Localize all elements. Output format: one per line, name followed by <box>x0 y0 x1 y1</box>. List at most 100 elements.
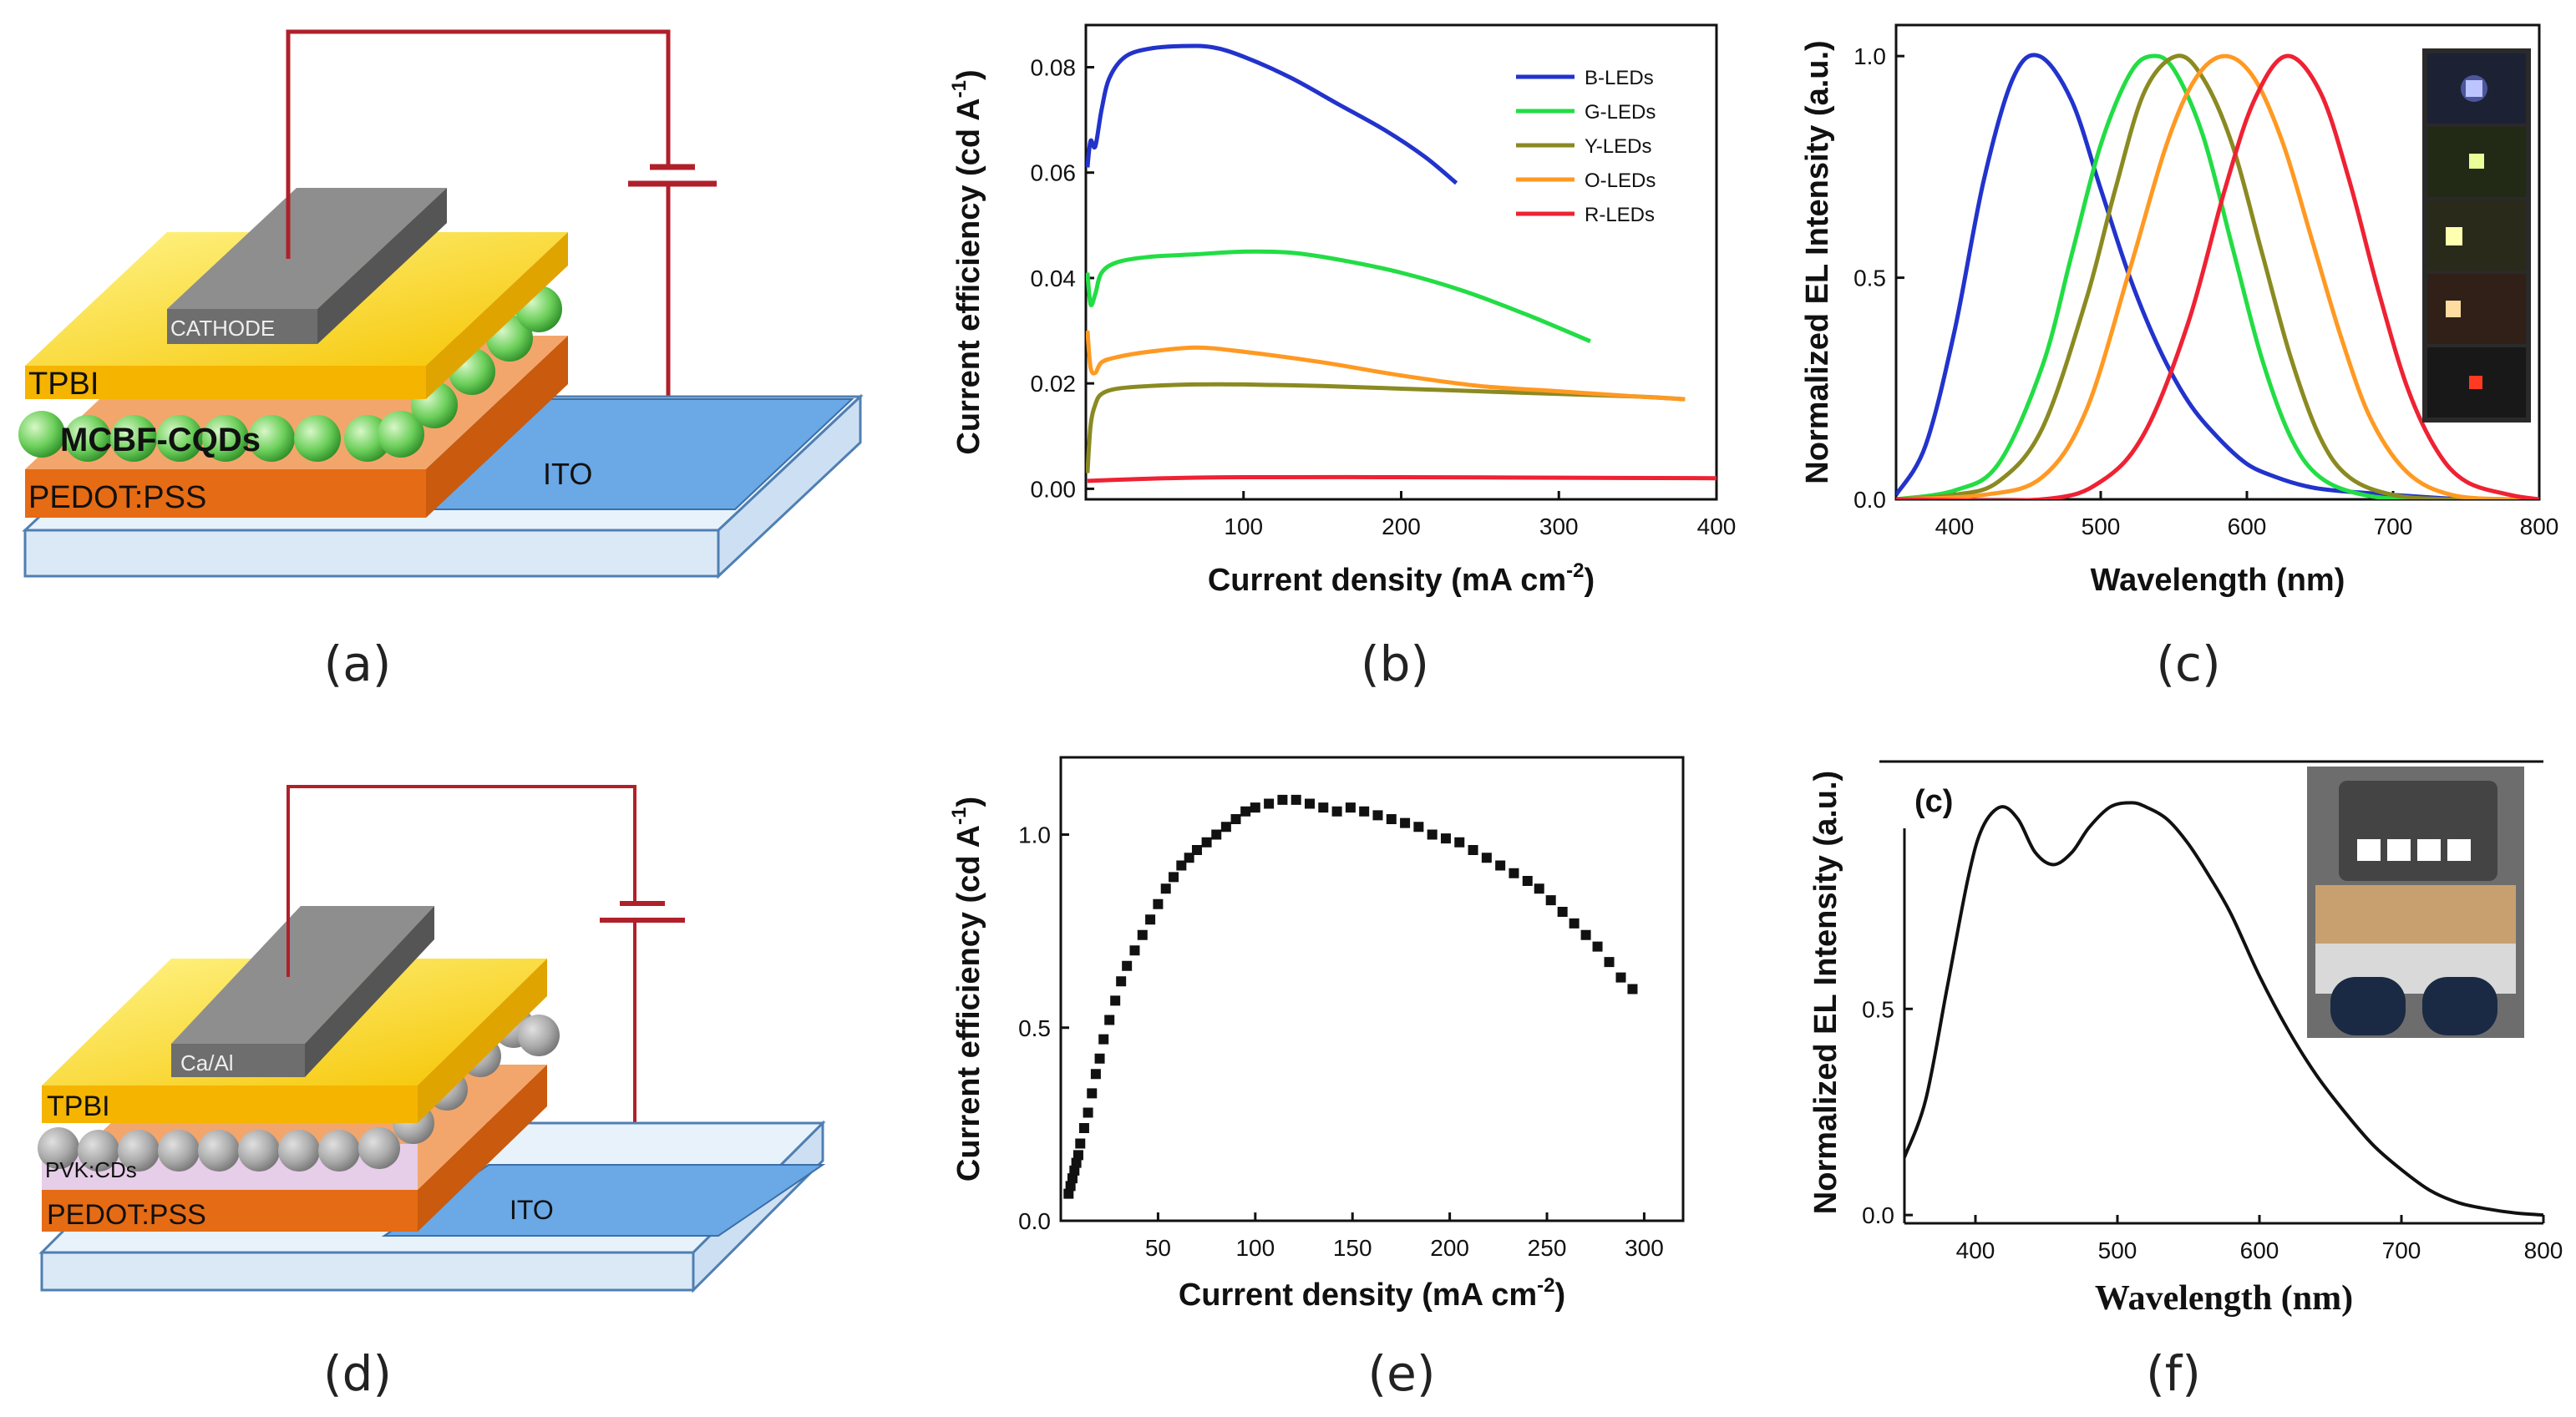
data-point <box>1075 1138 1086 1149</box>
series-line-r-leds <box>1087 474 1716 483</box>
data-point <box>1067 1173 1078 1184</box>
data-point <box>1211 829 1222 840</box>
pedot-label-a: PEDOT:PSS <box>28 480 206 515</box>
data-point <box>1331 806 1342 817</box>
inner-panel-label: (c) <box>1914 784 1953 819</box>
device-diagram-d: ITO PEDOT:PSS PVK:CDs TPBI <box>38 785 826 1293</box>
cathode-label-d: Ca/Al <box>180 1050 234 1075</box>
quantum-dot <box>378 411 424 458</box>
y-axis-title-superscript: -1 <box>948 80 971 98</box>
data-point <box>1145 914 1156 925</box>
legend-label: G-LEDs <box>1585 101 1656 124</box>
data-point <box>1495 860 1506 871</box>
chart-c: 400 500 600 700 800 0.0 0.5 1.0 Wavelength (nm) N… <box>1800 23 2558 598</box>
plot-frame <box>1084 23 1718 501</box>
data-point <box>1400 817 1411 828</box>
data-point <box>1184 853 1194 863</box>
data-point <box>1063 1188 1074 1199</box>
data-point <box>1615 972 1626 983</box>
data-point <box>1071 1157 1082 1168</box>
x-tick-label: 150 <box>1333 1235 1372 1261</box>
series-line-orange-series <box>1896 53 2539 499</box>
series-line-g-leds <box>1086 249 1591 343</box>
device-diagram-a: ITO PEDOT:PSS MCBF-CQDs TPBI <box>18 29 864 579</box>
chart-f: 400 500 600 700 800 0.0 0.5 Wavelength (nm) Norm… <box>1808 760 2563 1318</box>
tpbi-label-d: TPBI <box>47 1091 110 1122</box>
data-point <box>1176 860 1187 871</box>
x-tick-label: 400 <box>1935 514 1975 539</box>
y-tick-label: 0.0 <box>1853 487 1886 513</box>
carbon-dot <box>278 1130 320 1172</box>
led-photo-inset-c <box>2422 48 2531 423</box>
x-tick-label: 50 <box>1145 1235 1171 1261</box>
legend-label: O-LEDs <box>1585 170 1656 192</box>
series-line-o-leds <box>1086 330 1686 402</box>
carbon-dot <box>198 1130 240 1172</box>
panel-label-d: (d) <box>323 1345 392 1402</box>
x-tick-label: 700 <box>2382 1237 2421 1263</box>
tpbi-label-a: TPBI <box>28 367 99 402</box>
series-line-yellow-series <box>1896 53 2539 499</box>
x-tick-label: 500 <box>2098 1237 2137 1263</box>
data-point <box>1468 845 1478 855</box>
pedot-label-d: PEDOT:PSS <box>47 1199 206 1231</box>
data-point <box>1359 806 1370 817</box>
data-point <box>1557 907 1568 917</box>
data-point <box>1440 833 1451 844</box>
carbon-dot <box>118 1130 160 1172</box>
y-axis-title: Current efficiency (cd A-1) <box>948 797 986 1182</box>
carbon-dot <box>238 1130 280 1172</box>
x-axis-title: Wavelength (nm) <box>2091 563 2345 598</box>
y-tick-label: 0.04 <box>1031 266 1077 291</box>
data-point <box>1072 1150 1083 1161</box>
y-tick-label: 0.5 <box>1018 1015 1051 1041</box>
data-point <box>1104 1015 1115 1025</box>
circuit-wire-d <box>287 785 636 985</box>
data-point <box>1201 837 1212 848</box>
data-point <box>1305 798 1315 809</box>
y-tick-label: 1.0 <box>1018 822 1051 848</box>
data-point <box>1264 798 1275 809</box>
data-point <box>1569 918 1580 929</box>
legend-label: Y-LEDs <box>1585 135 1651 158</box>
quantum-dot <box>18 411 65 458</box>
legend-label: R-LEDs <box>1585 204 1655 226</box>
series-line-y-leds <box>1086 382 1686 473</box>
circuit-wire-a <box>286 29 671 209</box>
data-point <box>1318 802 1329 813</box>
data-point <box>1534 883 1544 894</box>
carbon-dot <box>158 1130 200 1172</box>
x-tick-label: 600 <box>2228 514 2267 539</box>
data-point <box>1110 995 1121 1006</box>
data-point <box>1454 837 1465 848</box>
data-point <box>1627 984 1638 994</box>
x-axis-title-end: ) <box>1585 563 1595 598</box>
data-point <box>1169 872 1179 883</box>
data-point <box>1083 1107 1093 1118</box>
data-point <box>1580 929 1591 940</box>
cathode-top-d <box>171 906 434 1044</box>
ito-label-a: ITO <box>543 457 592 491</box>
data-point <box>1191 845 1202 855</box>
y-tick-label: 0.02 <box>1031 371 1077 397</box>
carbon-dot <box>38 1127 79 1169</box>
led-pixel <box>2357 839 2381 861</box>
y-tick-label: 1.0 <box>1853 43 1886 69</box>
series-line-green-series <box>1896 53 2539 499</box>
data-point <box>1116 976 1127 987</box>
x-axis-title-superscript: -2 <box>1566 559 1584 582</box>
x-tick-label: 500 <box>2082 514 2121 539</box>
led-pixel <box>2387 839 2411 861</box>
plot-frame <box>1894 23 2541 501</box>
x-axis-title: Current density (mA cm-2) <box>1208 559 1595 598</box>
carbon-dot <box>318 1130 360 1172</box>
y-axis-title-end: ) <box>951 69 986 80</box>
x-tick-label: 700 <box>2374 514 2413 539</box>
y-axis-title: Normalized EL Intensity (a.u.) <box>1800 40 1835 483</box>
quantum-dot <box>110 415 157 462</box>
panel-label-b: (b) <box>1361 635 1429 692</box>
data-point <box>1230 814 1241 824</box>
data-point <box>1240 806 1251 817</box>
x-tick-label: 400 <box>1956 1237 1995 1263</box>
chart-e: 50 100 150 200 250 300 0.0 0.5 1.0 Current densit… <box>948 756 1685 1313</box>
